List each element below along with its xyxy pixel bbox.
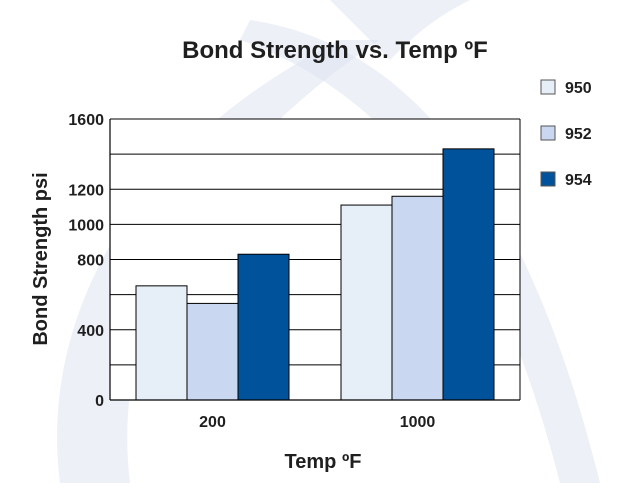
legend-label-952: 952 bbox=[565, 126, 592, 143]
y-tick-label: 1200 bbox=[68, 182, 104, 199]
legend-label-954: 954 bbox=[565, 172, 592, 189]
legend-swatch-950 bbox=[540, 79, 556, 95]
legend-label-950: 950 bbox=[565, 80, 592, 97]
y-axis-label: Bond Strength psi bbox=[30, 172, 52, 345]
bar-950-1000 bbox=[340, 204, 393, 401]
bar-954-1000 bbox=[442, 148, 495, 401]
watermark-swoosh-right bbox=[240, 20, 600, 483]
x-tick-label: 200 bbox=[199, 414, 226, 431]
plot-area: 0 400 800 1000 1200 1600 200 1000 bbox=[68, 112, 521, 431]
legend: 950 952 954 bbox=[540, 79, 592, 189]
legend-swatch-954 bbox=[540, 171, 556, 187]
y-tick-label: 1000 bbox=[68, 217, 104, 234]
x-axis-label: Temp ºF bbox=[285, 451, 362, 473]
y-tick-label: 0 bbox=[95, 393, 104, 410]
legend-swatch-952 bbox=[540, 125, 556, 141]
watermark-swoosh-top bbox=[330, 0, 470, 60]
bar-954-200 bbox=[237, 253, 290, 401]
bar-952-1000 bbox=[391, 195, 444, 401]
bar-950-200 bbox=[135, 285, 188, 401]
y-tick-label: 400 bbox=[77, 323, 104, 340]
y-tick-label: 1600 bbox=[68, 112, 104, 129]
bar-952-200 bbox=[186, 302, 239, 401]
y-tick-label: 800 bbox=[77, 253, 104, 270]
x-tick-label: 1000 bbox=[400, 414, 436, 431]
chart-title: Bond Strength vs. Temp ºF bbox=[182, 37, 488, 64]
